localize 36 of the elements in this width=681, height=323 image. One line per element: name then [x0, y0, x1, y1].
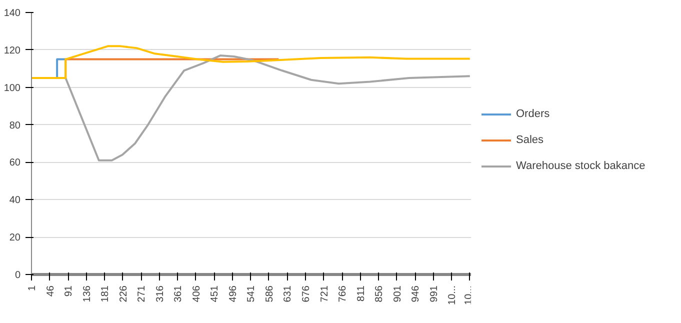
legend-label: Sales: [516, 134, 544, 146]
y-tick-label: 40: [9, 195, 21, 206]
y-tick-label: 100: [4, 82, 21, 94]
x-tick-label: 766: [338, 285, 349, 302]
x-tick-label: 226: [118, 285, 130, 302]
x-tick-label: 631: [282, 285, 294, 302]
x-tick-label: 136: [82, 285, 93, 302]
x-tick-label: 856: [374, 285, 386, 302]
x-tick-label: 1: [27, 285, 38, 292]
y-tick-label: 20: [9, 232, 21, 244]
y-tick-label: 80: [9, 120, 21, 132]
x-tick-label: 451: [210, 285, 221, 302]
x-tick-label: 316: [154, 285, 166, 302]
x-tick-label: 676: [300, 285, 312, 302]
x-tick-label: 991: [428, 285, 440, 302]
x-tick-label: 946: [410, 285, 422, 302]
legend-label: Orders: [516, 108, 550, 120]
x-tick-label: 271: [136, 285, 148, 302]
legend-label: Warehouse stock bakance: [516, 160, 646, 172]
y-tick-label: 140: [4, 8, 21, 19]
line-series: [32, 45, 471, 79]
x-tick-label: 46: [45, 285, 56, 297]
x-tick-label: 406: [191, 285, 202, 302]
x-tick-label: 901: [392, 285, 404, 302]
x-tick-label: 541: [246, 285, 258, 302]
x-tick-label: 361: [173, 285, 184, 302]
x-tick-label: 91: [64, 285, 75, 297]
x-tick-label: 721: [319, 285, 330, 302]
x-tick-label: 811: [356, 285, 367, 302]
x-tick-label: 181: [100, 285, 112, 302]
x-tick-label: 496: [228, 285, 239, 302]
x-tick-label: 586: [264, 285, 276, 302]
y-tick-label: 60: [9, 158, 21, 169]
y-tick-label: 120: [4, 45, 21, 56]
y-tick-label: 0: [14, 270, 21, 281]
x-tick-label: 10...: [447, 285, 458, 305]
